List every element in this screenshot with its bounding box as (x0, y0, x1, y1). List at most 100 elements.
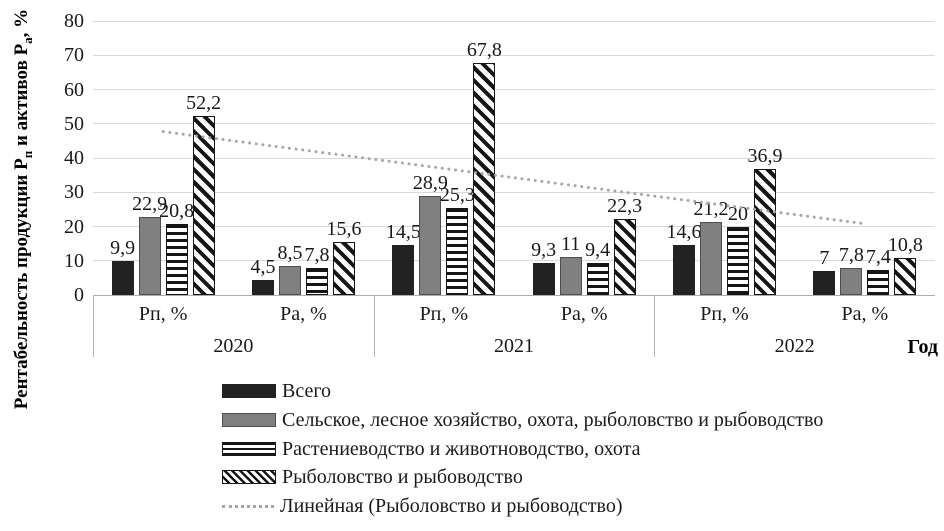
bar (473, 62, 496, 295)
bar (894, 258, 917, 295)
bar (392, 245, 415, 295)
category-label: Рп, % (700, 303, 749, 325)
bar-value-label: 7,8 (304, 244, 330, 267)
year-label: 2022 (774, 335, 815, 357)
gridline (93, 191, 935, 193)
bar-value-label: 9,9 (110, 237, 136, 260)
bar-value-label: 7,8 (838, 244, 864, 267)
bar (279, 265, 301, 295)
y-tick-label: 20 (64, 215, 84, 238)
category-label: Ра, % (560, 303, 608, 325)
legend-label: Сельское, лесное хозяйство, охота, рыбол… (282, 408, 824, 431)
bar-value-label: 8,5 (277, 241, 303, 264)
bar (727, 226, 749, 295)
bar (754, 168, 776, 295)
legend-item: Рыболовство и рыбоводство (222, 465, 523, 489)
bar-value-label: 67,8 (466, 38, 502, 61)
bar (306, 268, 328, 295)
bar-value-label: 11 (561, 233, 581, 256)
y-axis-title-part: и активов Р (11, 43, 32, 151)
bar-value-label: 20 (728, 202, 748, 225)
legend-label: Всего (282, 380, 332, 402)
legend-swatch-hstripe (222, 441, 276, 456)
legend-item: Сельское, лесное хозяйство, охота, рыбол… (222, 408, 823, 432)
x-axis-line (93, 294, 935, 296)
bar-value-label: 15,6 (326, 217, 362, 240)
gridline (93, 20, 935, 22)
bar-value-label: 7 (819, 247, 830, 270)
bar (111, 261, 134, 295)
legend-swatch-solid-black (222, 384, 276, 398)
bar (252, 279, 274, 295)
y-tick-label: 40 (64, 147, 84, 169)
bar (867, 269, 890, 295)
bar (613, 218, 636, 295)
bar (165, 223, 188, 295)
year-label: 2020 (213, 335, 254, 357)
y-axis-title: Рентабельность продукции Рп и активов Ра… (9, 0, 35, 424)
bar (673, 244, 695, 295)
bar (586, 262, 609, 295)
bar (138, 216, 161, 295)
bar (700, 222, 722, 295)
legend-item: Линейная (Рыболовство и рыбоводство) (222, 494, 623, 518)
bar-value-label: 28,9 (412, 172, 448, 195)
bar (840, 268, 863, 295)
gridline (93, 89, 935, 90)
bar (446, 208, 469, 295)
y-tick-label: 0 (74, 284, 84, 306)
legend-label: Рыболовство и рыбоводство (282, 466, 523, 489)
bar (532, 263, 555, 295)
bar-value-label: 14,5 (385, 221, 421, 244)
bar-value-label: 25,3 (439, 184, 475, 207)
bar-value-label: 21,2 (693, 198, 729, 221)
gridline (93, 123, 935, 125)
bar-value-label: 22,3 (607, 194, 643, 217)
category-label: Рп, % (138, 303, 188, 325)
trend-line (161, 130, 867, 226)
gridline (93, 260, 935, 262)
gridline (93, 157, 935, 159)
y-tick-label: 10 (64, 249, 84, 272)
bar (333, 241, 355, 295)
legend-swatch-dstripe (222, 470, 276, 485)
bar-value-label: 36,9 (747, 144, 783, 167)
bar (559, 257, 582, 295)
legend-item: Всего (222, 379, 331, 403)
y-tick-label: 70 (64, 44, 84, 67)
legend-swatch-trend (222, 504, 274, 508)
gridline (93, 226, 935, 227)
legend-label: Растениеводство и животноводство, охота (282, 437, 641, 460)
bar-value-label: 4,5 (250, 255, 276, 278)
y-tick-label: 60 (64, 78, 84, 101)
y-axis-title-subscript: п (19, 150, 35, 159)
y-tick-label: 80 (64, 10, 84, 32)
bar-value-label: 7,4 (865, 245, 891, 268)
legend-label: Линейная (Рыболовство и рыбоводство) (280, 495, 623, 517)
bar (813, 271, 836, 295)
bar-value-label: 22,9 (132, 192, 168, 215)
year-separator (373, 295, 375, 357)
y-axis-title-subscript: а (19, 37, 35, 44)
bar-value-label: 9,3 (531, 239, 557, 262)
y-axis-title-part: Рентабельность продукции Р (11, 158, 32, 410)
gridline (93, 54, 935, 56)
bar-value-label: 9,4 (585, 238, 611, 261)
bar (419, 196, 442, 295)
bar-value-label: 20,8 (159, 199, 195, 222)
bar-value-label: 10,8 (887, 234, 923, 256)
year-label: 2021 (493, 335, 534, 357)
bar-value-label: 14,6 (666, 220, 702, 243)
y-tick-label: 50 (64, 112, 84, 135)
category-label: Рп, % (419, 303, 469, 325)
y-tick-label: 30 (64, 181, 84, 204)
category-label: Ра, % (280, 303, 327, 325)
bar (192, 116, 215, 295)
bar-value-label: 52,2 (186, 92, 222, 115)
year-separator (93, 295, 94, 357)
category-label: Ра, % (841, 303, 889, 325)
year-separator (654, 295, 656, 357)
legend-item: Растениеводство и животноводство, охота (222, 437, 641, 461)
legend-swatch-solid-gray (222, 412, 276, 427)
